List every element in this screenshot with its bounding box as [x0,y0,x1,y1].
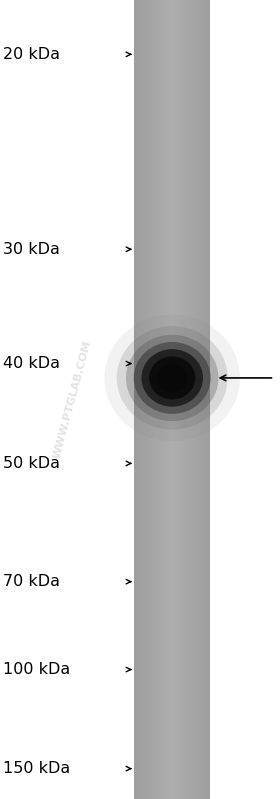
Bar [136,0,137,799]
Bar [191,0,192,799]
Bar [181,0,182,799]
Bar [163,0,164,799]
Bar [174,0,175,799]
Bar [188,0,189,799]
Ellipse shape [126,335,218,421]
Bar [182,0,183,799]
Bar [139,0,140,799]
Text: 100 kDa: 100 kDa [3,662,70,677]
Text: WWW.PTGLAB.COM: WWW.PTGLAB.COM [52,340,94,459]
Bar [195,0,196,799]
Bar [169,0,170,799]
Bar [160,0,161,799]
Bar [149,0,150,799]
Bar [148,0,149,799]
Bar [156,0,157,799]
Bar [146,0,147,799]
Bar [186,0,187,799]
Bar [134,0,135,799]
Bar [159,0,160,799]
Bar [183,0,184,799]
Bar [143,0,144,799]
Bar [185,0,186,799]
Bar [171,0,172,799]
Ellipse shape [134,342,211,414]
Bar [184,0,185,799]
Bar [145,0,146,799]
Bar [175,0,176,799]
Bar [194,0,195,799]
Bar [138,0,139,799]
Bar [173,0,174,799]
Text: 30 kDa: 30 kDa [3,242,60,256]
Bar [208,0,209,799]
Bar [204,0,205,799]
Bar [153,0,154,799]
Text: 20 kDa: 20 kDa [3,47,60,62]
Bar [205,0,206,799]
Ellipse shape [157,364,188,392]
Bar [199,0,200,799]
Bar [164,0,165,799]
Bar [189,0,190,799]
Bar [150,0,151,799]
Bar [161,0,162,799]
Bar [187,0,188,799]
Bar [144,0,145,799]
Bar [197,0,198,799]
Bar [135,0,136,799]
Bar [206,0,207,799]
Bar [207,0,208,799]
Bar [142,0,143,799]
Bar [190,0,191,799]
Ellipse shape [117,326,228,430]
Bar [180,0,181,799]
Bar [179,0,180,799]
Bar [167,0,168,799]
Bar [177,0,178,799]
Bar [193,0,194,799]
Bar [162,0,163,799]
Bar [202,0,203,799]
Ellipse shape [149,356,195,400]
Bar [151,0,152,799]
Text: 150 kDa: 150 kDa [3,761,70,776]
Bar [172,0,173,799]
Bar [155,0,156,799]
Bar [165,0,167,799]
Ellipse shape [104,315,240,441]
Bar [200,0,202,799]
Bar [158,0,159,799]
Bar [203,0,204,799]
Bar [152,0,153,799]
Bar [178,0,179,799]
Ellipse shape [141,349,203,407]
Bar [147,0,148,799]
Bar [140,0,141,799]
Bar [137,0,138,799]
Text: 70 kDa: 70 kDa [3,574,60,589]
Text: 40 kDa: 40 kDa [3,356,60,371]
Bar [209,0,210,799]
Bar [157,0,158,799]
Bar [192,0,193,799]
Bar [198,0,199,799]
Bar [154,0,155,799]
Bar [170,0,171,799]
Bar [196,0,197,799]
Bar [176,0,177,799]
Text: 50 kDa: 50 kDa [3,456,60,471]
Bar [141,0,142,799]
